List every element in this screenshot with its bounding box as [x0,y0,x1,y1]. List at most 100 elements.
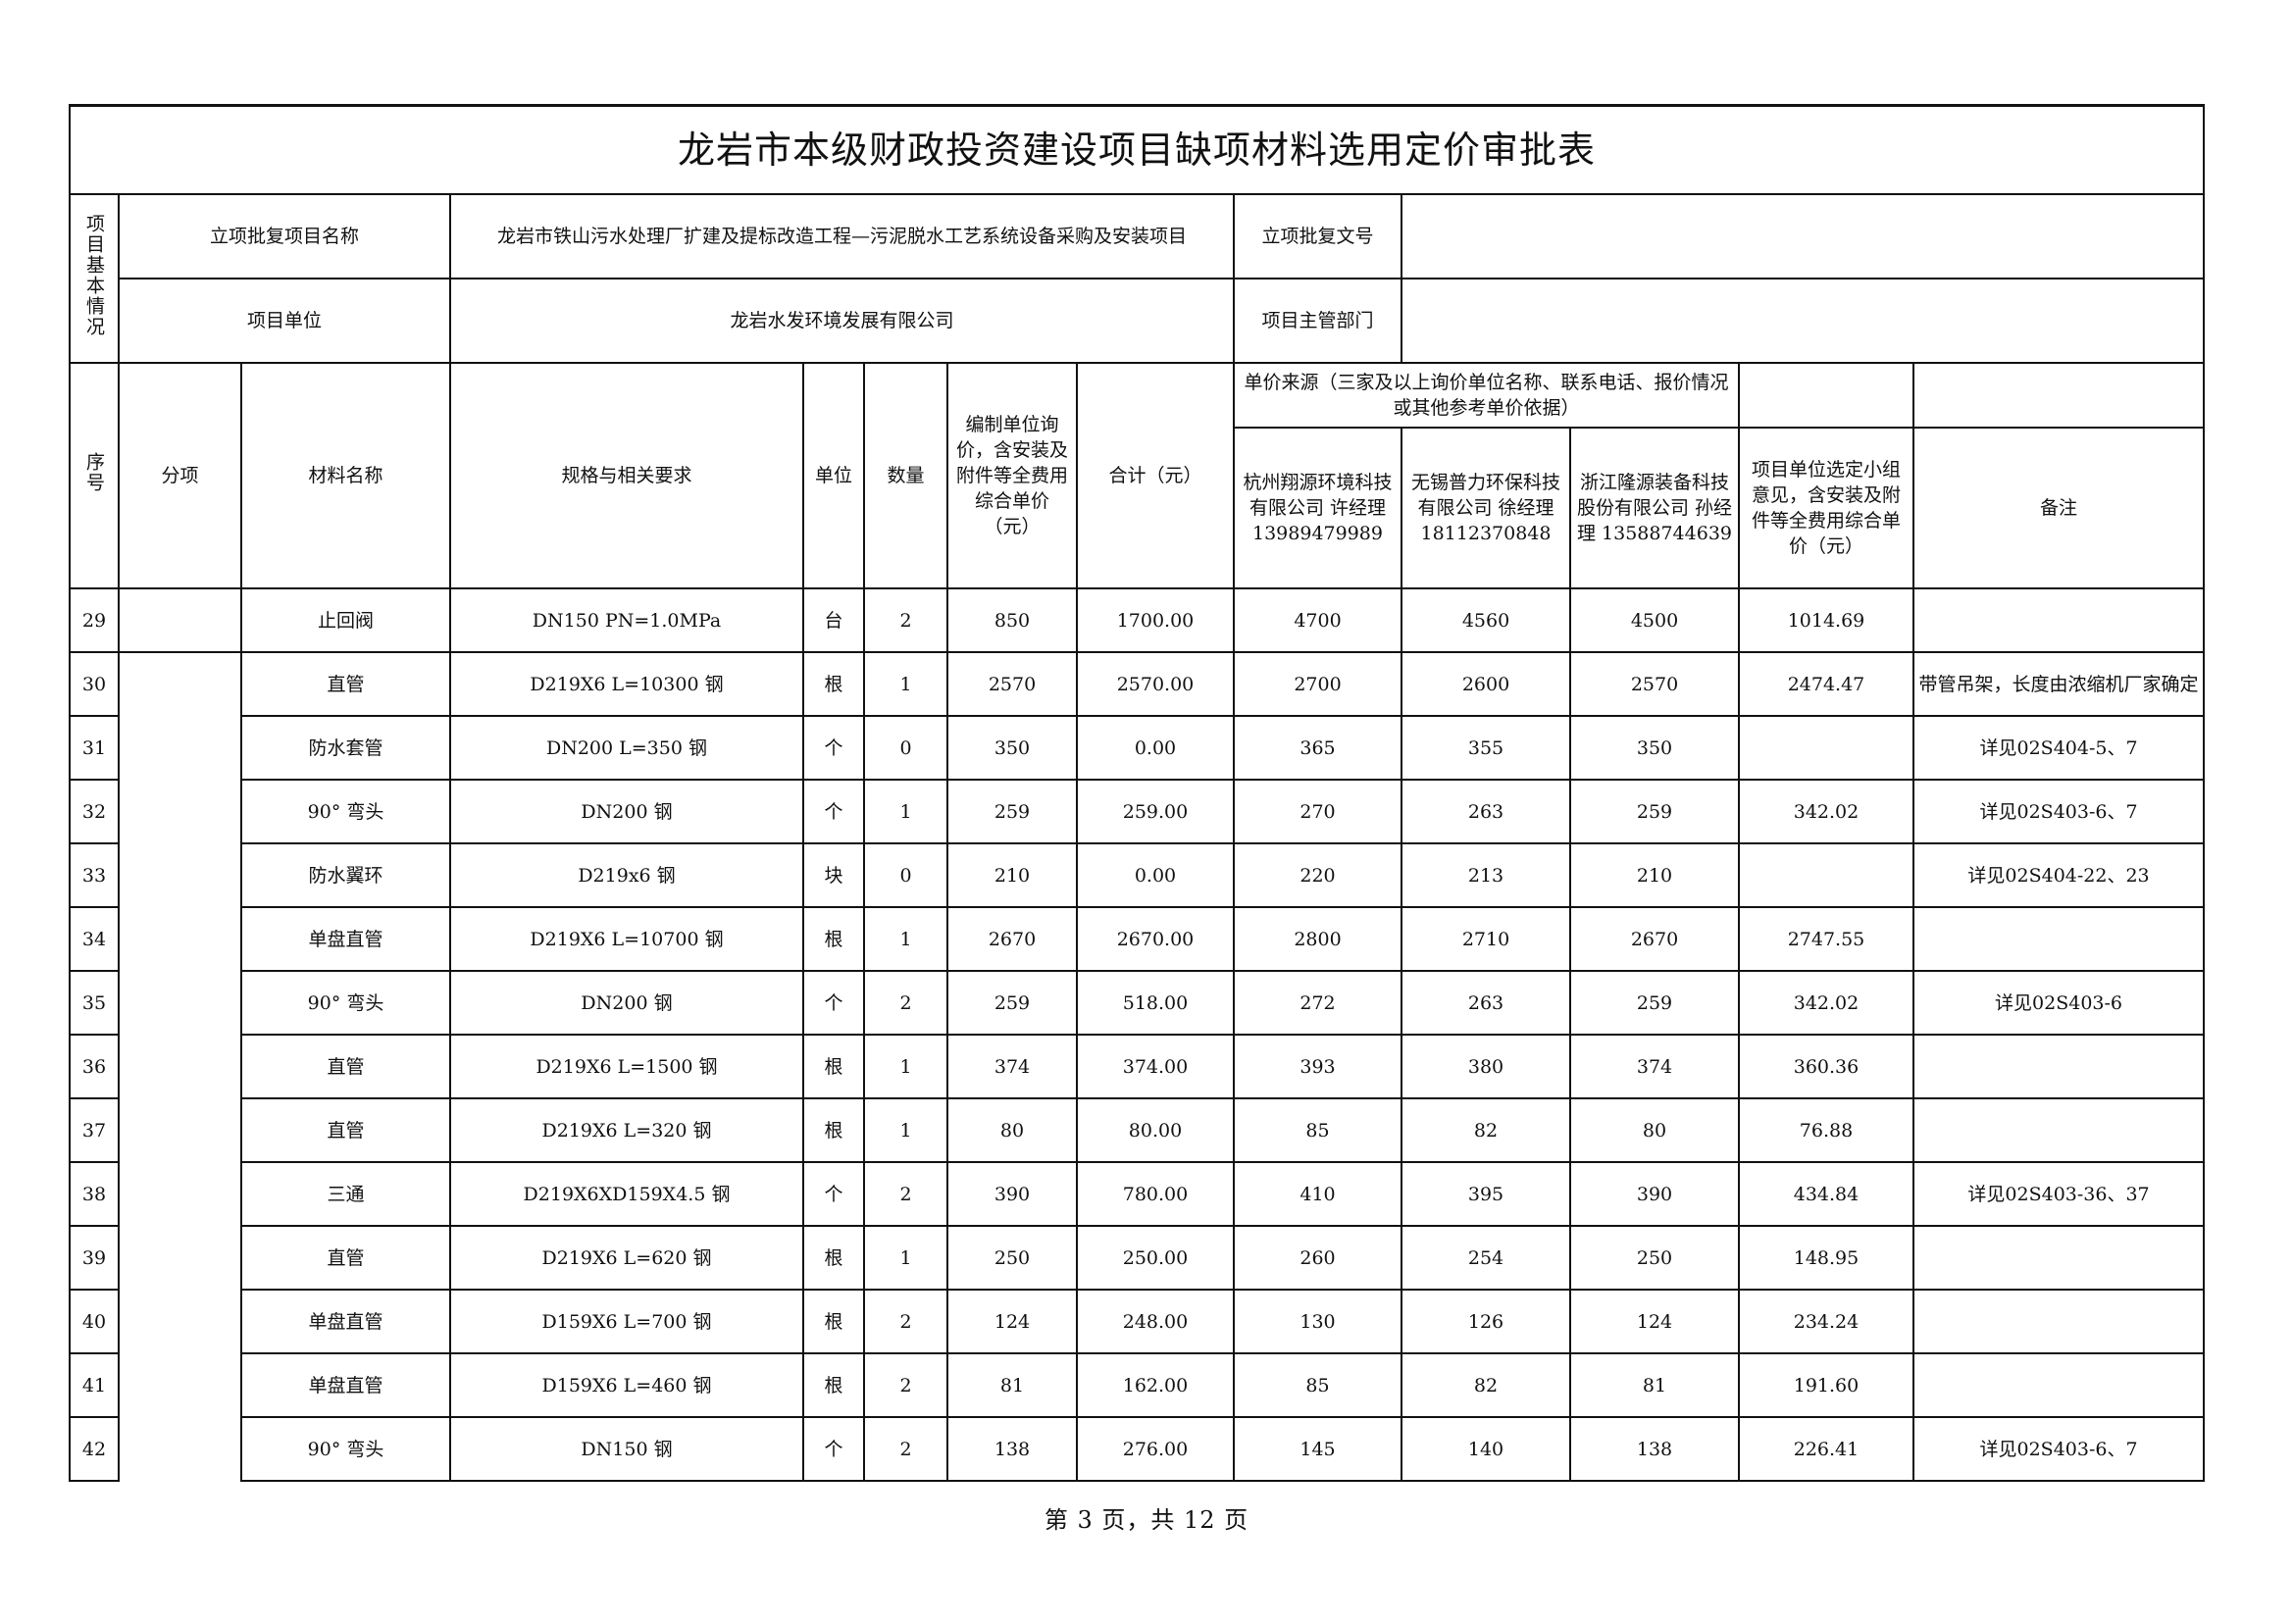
approval-no-value [1400,193,2206,279]
header-vendor-3: 浙江隆源装备科技股份有限公司 孙经理 13588744639 [1569,427,1740,589]
basic-info-section-label: 项目基本情况 [69,193,120,364]
selected-price-cell [1738,842,1914,908]
qty-cell: 0 [863,842,948,908]
compiled-price-cell: 138 [946,1416,1078,1482]
header-blank-2 [1911,362,2206,429]
vendor-1-price-cell: 130 [1233,1289,1402,1354]
vendor-2-price-cell: 4560 [1401,587,1571,653]
vendor-2-price-cell: 82 [1401,1097,1571,1163]
compiled-price-cell: 259 [946,970,1078,1036]
qty-cell: 2 [863,1289,948,1354]
spec-cell: D219X6 L=1500 钢 [449,1034,804,1099]
vendor-2-price-cell: 263 [1401,970,1571,1036]
vendor-1-price-cell: 260 [1233,1225,1402,1291]
material-cell: 单盘直管 [240,1352,451,1418]
qty-cell: 2 [863,970,948,1036]
vendor-1-price-cell: 272 [1233,970,1402,1036]
vendor-1-price-cell: 85 [1233,1097,1402,1163]
selected-price-cell: 148.95 [1738,1225,1914,1291]
selected-price-cell: 2474.47 [1738,651,1914,717]
material-cell: 直管 [240,1225,451,1291]
header-price-source: 单价来源（三家及以上询价单位名称、联系电话、报价情况或其他参考单价依据） [1233,362,1740,429]
material-cell: 90° 弯头 [240,970,451,1036]
header-material: 材料名称 [240,362,451,589]
seq-cell: 40 [69,1289,120,1354]
seq-cell: 33 [69,842,120,908]
qty-cell: 2 [863,1416,948,1482]
header-spec: 规格与相关要求 [449,362,804,589]
header-vendor-1: 杭州翔源环境科技有限公司 许经理 13989479989 [1233,427,1402,589]
qty-cell: 2 [863,587,948,653]
seq-cell: 29 [69,587,120,653]
remark-cell: 详见02S404-5、7 [1911,715,2206,781]
vendor-2-price-cell: 2600 [1401,651,1571,717]
seq-cell: 41 [69,1352,120,1418]
vendor-3-price-cell: 210 [1569,842,1740,908]
selected-price-cell: 360.36 [1738,1034,1914,1099]
header-sub-item: 分项 [118,362,242,589]
material-cell: 单盘直管 [240,1289,451,1354]
compiled-price-cell: 374 [946,1034,1078,1099]
remark-cell [1911,1289,2206,1354]
vendor-1-price-cell: 410 [1233,1161,1402,1227]
vendor-3-price-cell: 80 [1569,1097,1740,1163]
material-cell: 90° 弯头 [240,1416,451,1482]
selected-price-cell [1738,715,1914,781]
spec-cell: DN200 L=350 钢 [449,715,804,781]
approval-no-label: 立项批复文号 [1233,193,1402,279]
material-cell: 防水套管 [240,715,451,781]
vendor-2-price-cell: 395 [1401,1161,1571,1227]
total-cell: 1700.00 [1076,587,1235,653]
qty-cell: 1 [863,651,948,717]
table-row: 31 防水套管 DN200 L=350 钢个 0 350 0.00 365 355 350 详见0… [69,715,2206,781]
remark-cell: 详见02S404-22、23 [1911,842,2206,908]
total-cell: 250.00 [1076,1225,1235,1291]
material-cell: 三通 [240,1161,451,1227]
total-cell: 276.00 [1076,1416,1235,1482]
table-row: 37 直管 D219X6 L=320 钢根 1 80 80.00 85 82 80 76.88 [69,1097,2206,1163]
vendor-3-price-cell: 374 [1569,1034,1740,1099]
unit-cell: 个 [802,779,865,844]
remark-cell: 详见02S403-6、7 [1911,1416,2206,1482]
vendor-2-price-cell: 213 [1401,842,1571,908]
header-total: 合计（元） [1076,362,1235,589]
vendor-1-price-cell: 220 [1233,842,1402,908]
remark-cell [1911,587,2206,653]
material-cell: 止回阀 [240,587,451,653]
form-title: 龙岩市本级财政投资建设项目缺项材料选用定价审批表 [68,104,2206,195]
compiled-price-cell: 250 [946,1225,1078,1291]
compiled-price-cell: 2570 [946,651,1078,717]
vendor-1-price-cell: 393 [1233,1034,1402,1099]
selected-price-cell: 1014.69 [1738,587,1914,653]
vendor-1-price-cell: 145 [1233,1416,1402,1482]
vendor-1-price-cell: 270 [1233,779,1402,844]
vendor-1-price-cell: 2800 [1233,906,1402,972]
qty-cell: 2 [863,1352,948,1418]
vendor-3-price-cell: 259 [1569,970,1740,1036]
selected-price-cell: 342.02 [1738,970,1914,1036]
unit-cell: 台 [802,587,865,653]
material-cell: 直管 [240,1097,451,1163]
vendor-1-price-cell: 2700 [1233,651,1402,717]
compiled-price-cell: 210 [946,842,1078,908]
total-cell: 248.00 [1076,1289,1235,1354]
vendor-2-price-cell: 82 [1401,1352,1571,1418]
project-name-value: 龙岩市铁山污水处理厂扩建及提标改造工程—污泥脱水工艺系统设备采购及安装项目 [449,193,1235,279]
qty-cell: 1 [863,1225,948,1291]
spec-cell: D219X6 L=320 钢 [449,1097,804,1163]
remark-cell [1911,1225,2206,1291]
seq-cell: 37 [69,1097,120,1163]
spec-cell: D159X6 L=460 钢 [449,1352,804,1418]
project-unit-value: 龙岩水发环境发展有限公司 [449,278,1235,364]
compiled-price-cell: 80 [946,1097,1078,1163]
selected-price-cell: 234.24 [1738,1289,1914,1354]
material-cell: 90° 弯头 [240,779,451,844]
unit-cell: 个 [802,1161,865,1227]
vendor-2-price-cell: 380 [1401,1034,1571,1099]
selected-price-cell: 191.60 [1738,1352,1914,1418]
vendor-3-price-cell: 138 [1569,1416,1740,1482]
header-unit: 单位 [802,362,865,589]
vendor-2-price-cell: 263 [1401,779,1571,844]
vendor-2-price-cell: 126 [1401,1289,1571,1354]
supervising-dept-label: 项目主管部门 [1233,278,1402,364]
